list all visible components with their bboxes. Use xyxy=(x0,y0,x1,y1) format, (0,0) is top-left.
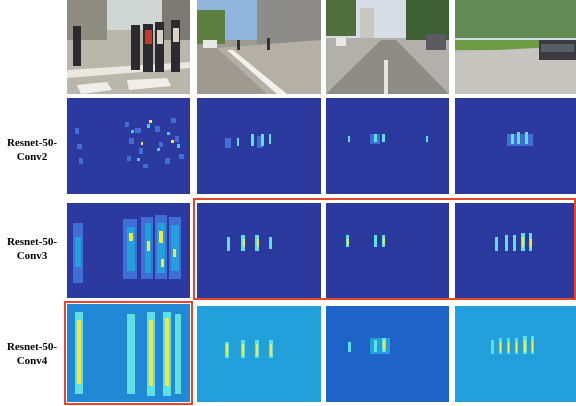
heatmap-conv3-crosswalk xyxy=(67,203,190,298)
photo-sidewalk-street xyxy=(197,0,321,94)
row-label-line1: Resnet-50- xyxy=(6,137,58,149)
heatmap-conv3-street-ahead xyxy=(326,203,449,298)
heatmap-conv4-street-car xyxy=(455,306,576,402)
photo-street-ahead xyxy=(326,0,449,94)
row-label-conv4: Resnet-50- Conv4 xyxy=(0,340,64,368)
heatmap-conv4-sidewalk xyxy=(197,306,321,402)
row-label-conv2: Resnet-50- Conv2 xyxy=(0,136,64,164)
row-label-line2: Conv4 xyxy=(16,355,48,367)
photo-crosswalk xyxy=(67,0,190,94)
heatmap-conv2-sidewalk xyxy=(197,98,321,194)
highlight-box-conv3 xyxy=(193,198,576,300)
row-label-line2: Conv2 xyxy=(16,151,48,163)
row-label-conv3: Resnet-50- Conv3 xyxy=(0,235,64,263)
heatmap-conv2-street-car xyxy=(455,98,576,194)
heatmap-conv2-crosswalk xyxy=(67,98,190,194)
highlight-box-conv4 xyxy=(64,301,193,405)
row-label-line1: Resnet-50- xyxy=(6,236,58,248)
heatmap-conv4-crosswalk xyxy=(67,304,190,402)
row-label-line2: Conv3 xyxy=(16,250,48,262)
heatmap-conv2-street-ahead xyxy=(326,98,449,194)
heatmap-conv4-street-ahead xyxy=(326,306,449,402)
row-label-line1: Resnet-50- xyxy=(6,341,58,353)
photo-street-with-car xyxy=(455,0,576,94)
heatmap-conv3-street-car xyxy=(455,203,576,298)
heatmap-conv3-sidewalk xyxy=(197,203,321,298)
